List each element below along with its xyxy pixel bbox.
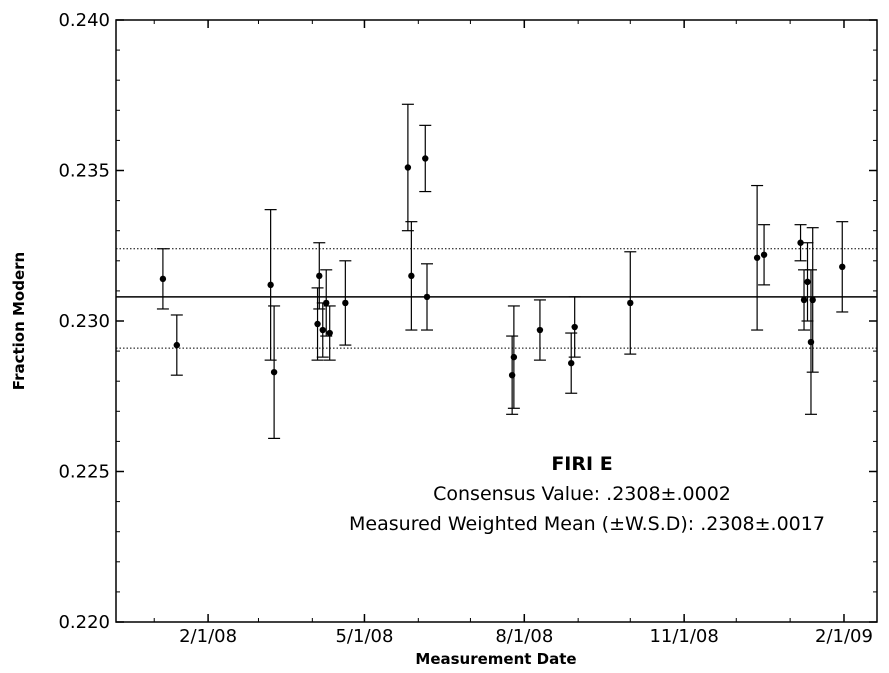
data-point xyxy=(173,341,181,349)
y-axis-title: Fraction Modern xyxy=(10,252,28,390)
data-point xyxy=(536,326,544,334)
y-tick-label: 0.240 xyxy=(58,10,110,31)
data-point xyxy=(342,299,349,307)
annotation-weighted-mean: Measured Weighted Mean (±W.S.D): .2308±.… xyxy=(349,513,825,535)
x-tick-label: 2/1/09 xyxy=(815,626,873,647)
x-tick-label: 2/1/08 xyxy=(179,626,237,647)
data-point xyxy=(270,368,278,376)
y-tick-label: 0.225 xyxy=(58,462,110,483)
x-axis-title: Measurement Date xyxy=(415,650,576,668)
data-point xyxy=(323,299,330,307)
y-tick-label: 0.235 xyxy=(58,161,110,182)
x-axis: 2/1/08 5/1/08 8/1/08 11/1/08 2/1/09 xyxy=(153,20,873,647)
data-point xyxy=(159,275,167,283)
data-point xyxy=(568,359,575,367)
data-point xyxy=(316,272,323,280)
data-point xyxy=(797,239,804,246)
reference-lines xyxy=(116,248,877,349)
data-point xyxy=(809,296,816,304)
data-point xyxy=(800,296,808,304)
data-point xyxy=(839,263,846,271)
y-axis: 0.220 0.225 0.230 0.235 0.240 xyxy=(58,10,877,633)
data-point xyxy=(422,155,429,162)
data-point xyxy=(314,320,321,328)
annotation-sample-name: FIRI E xyxy=(551,453,612,475)
y-tick-label: 0.220 xyxy=(58,612,110,633)
annotation-consensus-value: Consensus Value: .2308±.0002 xyxy=(433,483,731,505)
x-tick-label: 8/1/08 xyxy=(495,626,553,647)
data-point xyxy=(319,326,326,334)
data-point xyxy=(510,353,518,361)
data-point xyxy=(404,164,412,171)
x-tick-label: 11/1/08 xyxy=(649,626,718,647)
data-point xyxy=(423,293,431,301)
y-tick-label: 0.230 xyxy=(58,311,110,332)
data-point xyxy=(753,254,761,261)
data-point xyxy=(627,299,634,307)
data-point xyxy=(267,281,274,289)
data-point xyxy=(408,272,415,280)
data-point xyxy=(760,251,768,258)
x-tick-label: 5/1/08 xyxy=(335,626,393,647)
data-points xyxy=(156,103,849,439)
data-point xyxy=(571,323,578,331)
data-point xyxy=(804,278,811,286)
data-point xyxy=(326,329,333,337)
